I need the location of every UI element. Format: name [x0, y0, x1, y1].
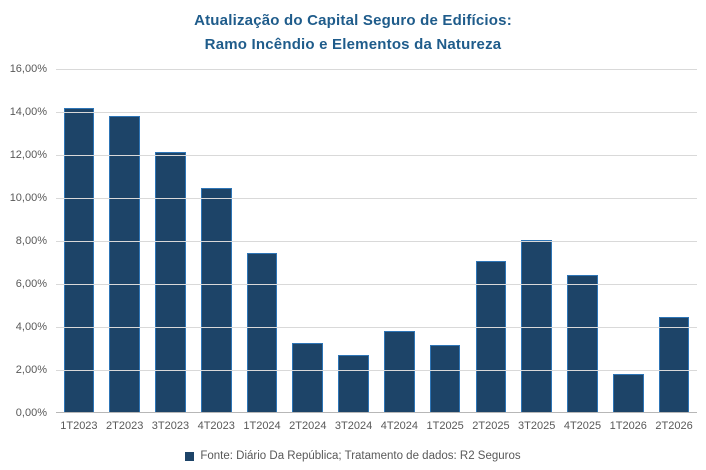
x-tick-label: 4T2023 — [197, 420, 235, 432]
y-tick-label: 0,00% — [15, 407, 47, 419]
bar-2T2023 — [109, 116, 140, 413]
y-tick-label: 10,00% — [9, 192, 47, 204]
x-tick-label: 2T2026 — [655, 420, 693, 432]
y-tick-label: 12,00% — [9, 149, 47, 161]
bar-slot-3T2025 — [514, 69, 560, 413]
bar-slot-3T2023 — [148, 69, 194, 413]
x-tick-label: 1T2026 — [609, 420, 647, 432]
bar-3T2025 — [521, 239, 553, 413]
bar-slot-3T2024 — [331, 69, 377, 413]
y-tick-label: 4,00% — [15, 321, 47, 333]
bar-slot-2T2023 — [102, 69, 148, 413]
bar-2T2024 — [292, 343, 324, 413]
gridline — [56, 284, 697, 285]
gridline — [56, 241, 697, 242]
bar-slot-4T2023 — [193, 69, 239, 413]
bar-slot-1T2023 — [56, 69, 102, 413]
bar-slot-1T2024 — [239, 69, 285, 413]
bar-slot-2T2025 — [468, 69, 514, 413]
x-axis-line — [56, 412, 697, 413]
x-tick-label: 3T2024 — [334, 420, 373, 432]
bar-slot-1T2025 — [422, 69, 468, 413]
gridline — [56, 69, 697, 70]
y-tick-label: 14,00% — [9, 106, 47, 118]
gridline — [56, 112, 697, 113]
x-tick-label: 3T2023 — [151, 420, 190, 432]
bar-slot-1T2026 — [605, 69, 651, 413]
y-tick-label: 2,00% — [15, 364, 47, 376]
legend-label: Fonte: Diário Da República; Tratamento d… — [200, 450, 521, 462]
x-tick-label: 1T2024 — [243, 420, 281, 432]
gridline — [56, 327, 697, 328]
bar-slot-4T2024 — [376, 69, 422, 413]
x-tick-label: 4T2025 — [563, 420, 602, 432]
x-tick-label: 2T2025 — [472, 420, 510, 432]
gridline — [56, 155, 697, 156]
y-tick-label: 6,00% — [15, 278, 47, 290]
bar-slot-2T2026 — [651, 69, 697, 413]
bar-3T2023 — [155, 151, 186, 413]
bar-1T2024 — [246, 252, 278, 413]
x-axis-labels: 1T2023 2T2023 3T2023 4T2023 1T2024 2T2024 3T20… — [56, 420, 697, 432]
bar-1T2023 — [63, 107, 95, 413]
gridline — [56, 198, 697, 199]
y-tick-label: 8,00% — [15, 235, 47, 247]
bar-2T2026 — [658, 317, 690, 413]
bar-4T2024 — [384, 331, 415, 413]
gridline — [56, 370, 697, 371]
chart-title-line-2: Ramo Incêndio e Elementos da Natureza — [204, 36, 502, 53]
bar-4T2025 — [567, 275, 598, 413]
bar-4T2023 — [200, 188, 232, 413]
bar-3T2024 — [338, 354, 369, 413]
x-tick-label: 1T2023 — [60, 420, 98, 432]
bar-slot-2T2024 — [285, 69, 331, 413]
bar-slot-4T2025 — [560, 69, 606, 413]
legend-swatch-icon — [185, 451, 195, 461]
plot-area: 16,00% 14,00% 12,00% 10,00% 8,00% 6,00% 4,00% 2… — [10, 63, 697, 419]
x-tick-label: 2T2023 — [106, 420, 144, 432]
x-tick-label: 3T2025 — [518, 420, 556, 432]
chart-title-line-1: Atualização do Capital Seguro de Edifíci… — [194, 12, 512, 29]
y-tick-label: 16,00% — [9, 63, 47, 75]
bar-1T2026 — [612, 374, 644, 413]
x-tick-label: 4T2024 — [380, 420, 419, 432]
bar-series — [56, 69, 697, 413]
x-tick-label: 1T2025 — [426, 420, 464, 432]
bar-1T2025 — [429, 345, 461, 413]
bar-2T2025 — [475, 261, 507, 413]
chart-title: Atualização do Capital Seguro de Edifíci… — [0, 0, 706, 57]
x-tick-label: 2T2024 — [289, 420, 327, 432]
legend: Fonte: Diário Da República; Tratamento d… — [0, 450, 706, 462]
